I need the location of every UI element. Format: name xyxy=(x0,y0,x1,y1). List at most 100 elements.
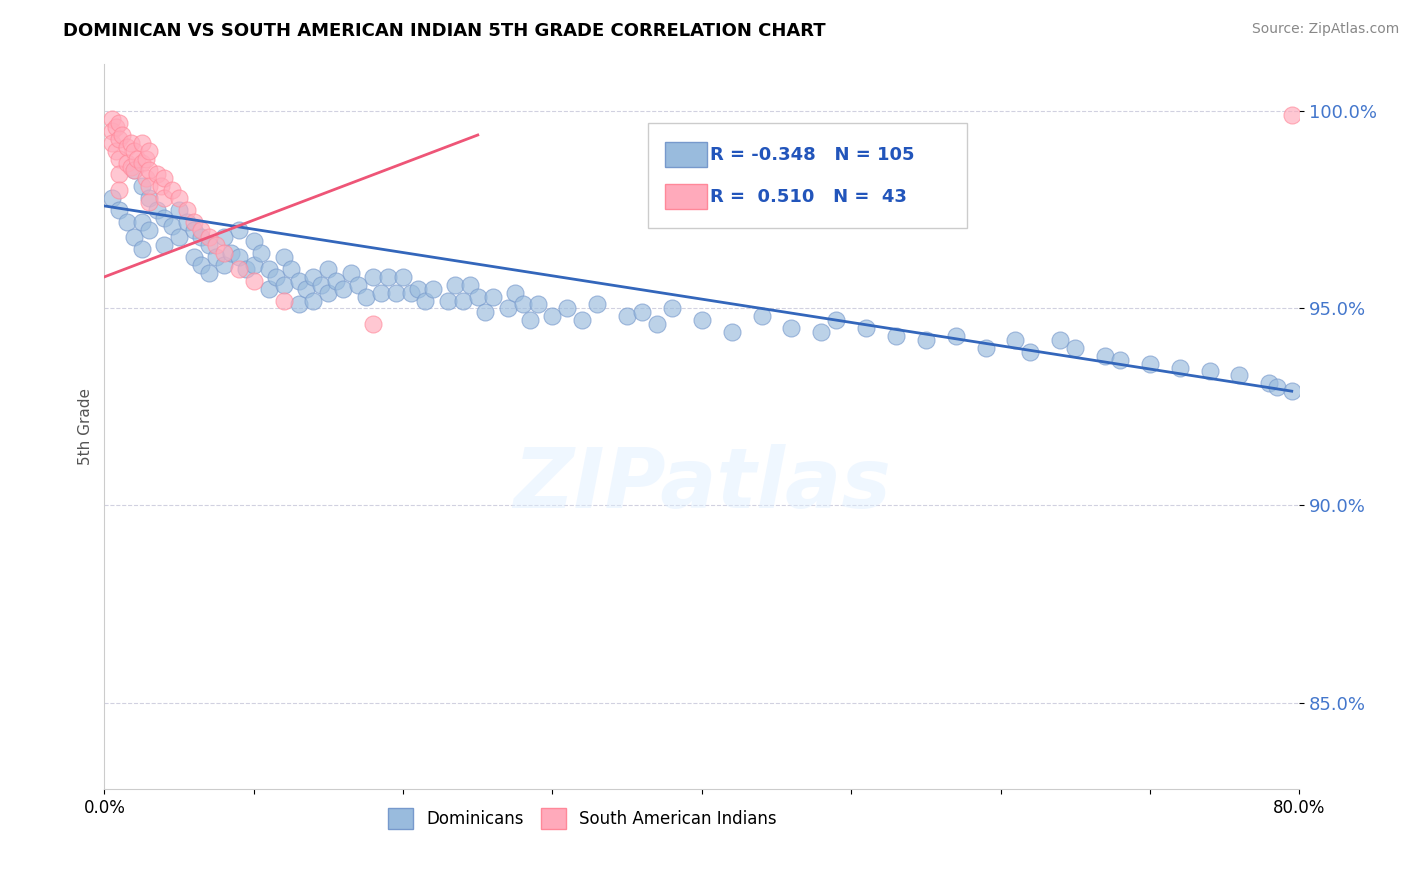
Point xyxy=(325,274,347,288)
Point xyxy=(138,194,160,209)
Point xyxy=(1064,341,1087,355)
Point xyxy=(690,313,713,327)
Point xyxy=(138,222,160,236)
Point xyxy=(437,293,460,308)
Point xyxy=(1229,368,1251,383)
Point xyxy=(825,313,848,327)
Point xyxy=(153,211,176,225)
Point xyxy=(586,297,609,311)
Point xyxy=(167,230,190,244)
Point xyxy=(318,262,340,277)
Point xyxy=(183,222,205,236)
Point xyxy=(131,136,153,150)
Point xyxy=(198,266,221,280)
Point xyxy=(1281,108,1303,122)
Point xyxy=(115,215,138,229)
Point xyxy=(332,282,354,296)
Text: Source: ZipAtlas.com: Source: ZipAtlas.com xyxy=(1251,22,1399,37)
Point xyxy=(422,282,444,296)
Point xyxy=(1265,380,1288,394)
Point xyxy=(101,136,124,150)
Point xyxy=(354,289,377,303)
Point xyxy=(138,191,160,205)
Point xyxy=(183,250,205,264)
Point xyxy=(108,202,131,217)
Point xyxy=(384,285,406,300)
Point xyxy=(101,112,124,127)
Point xyxy=(1049,333,1071,347)
Text: R =  0.510   N =  43: R = 0.510 N = 43 xyxy=(710,188,907,206)
Text: ZIPatlas: ZIPatlas xyxy=(513,444,891,525)
Point xyxy=(198,230,221,244)
Point xyxy=(392,269,415,284)
Point xyxy=(257,282,280,296)
Point xyxy=(108,183,131,197)
Point xyxy=(406,282,429,296)
Point xyxy=(145,202,167,217)
Point xyxy=(557,301,579,316)
Point xyxy=(131,242,153,256)
Point xyxy=(122,144,145,158)
Point xyxy=(295,282,318,296)
Point xyxy=(183,215,205,229)
Point xyxy=(105,120,128,135)
Point xyxy=(496,301,519,316)
Point xyxy=(302,269,325,284)
Point xyxy=(467,289,489,303)
Point xyxy=(108,168,131,182)
Point xyxy=(884,329,907,343)
Point xyxy=(503,285,526,300)
Point xyxy=(120,160,142,174)
Point xyxy=(347,277,370,292)
Point xyxy=(1281,384,1303,399)
Point xyxy=(190,222,212,236)
Point xyxy=(135,152,157,166)
Point xyxy=(115,155,138,169)
Point xyxy=(212,246,235,260)
Point xyxy=(160,219,183,233)
Point xyxy=(190,230,212,244)
Point xyxy=(526,297,548,311)
Point xyxy=(131,155,153,169)
Point xyxy=(228,262,250,277)
Point xyxy=(131,215,153,229)
Point xyxy=(250,246,273,260)
Point xyxy=(108,132,131,146)
Point xyxy=(153,191,176,205)
Point xyxy=(720,325,742,339)
Point xyxy=(1094,349,1116,363)
Point xyxy=(340,266,363,280)
Point xyxy=(1258,376,1281,391)
Point xyxy=(1198,364,1220,378)
Text: R = -0.348   N = 105: R = -0.348 N = 105 xyxy=(710,145,915,163)
Point xyxy=(115,140,138,154)
Point xyxy=(855,321,877,335)
Point xyxy=(751,310,773,324)
Point xyxy=(974,341,997,355)
Point xyxy=(176,202,198,217)
Point xyxy=(105,144,128,158)
Point xyxy=(122,163,145,178)
Point xyxy=(1139,357,1161,371)
Point xyxy=(190,258,212,272)
Point xyxy=(138,179,160,194)
Point xyxy=(512,297,534,311)
Point xyxy=(122,163,145,178)
Point xyxy=(108,116,131,130)
Point xyxy=(370,285,392,300)
Point xyxy=(122,230,145,244)
Point xyxy=(458,277,481,292)
Point xyxy=(444,277,467,292)
Point xyxy=(198,238,221,252)
Point xyxy=(361,269,384,284)
Point xyxy=(1109,352,1132,367)
Legend: Dominicans, South American Indians: Dominicans, South American Indians xyxy=(381,802,783,835)
Point xyxy=(153,238,176,252)
Point xyxy=(273,250,295,264)
Point xyxy=(399,285,422,300)
Y-axis label: 5th Grade: 5th Grade xyxy=(79,388,93,465)
Point xyxy=(631,305,654,319)
Point xyxy=(661,301,683,316)
Point xyxy=(273,293,295,308)
Point xyxy=(101,191,124,205)
